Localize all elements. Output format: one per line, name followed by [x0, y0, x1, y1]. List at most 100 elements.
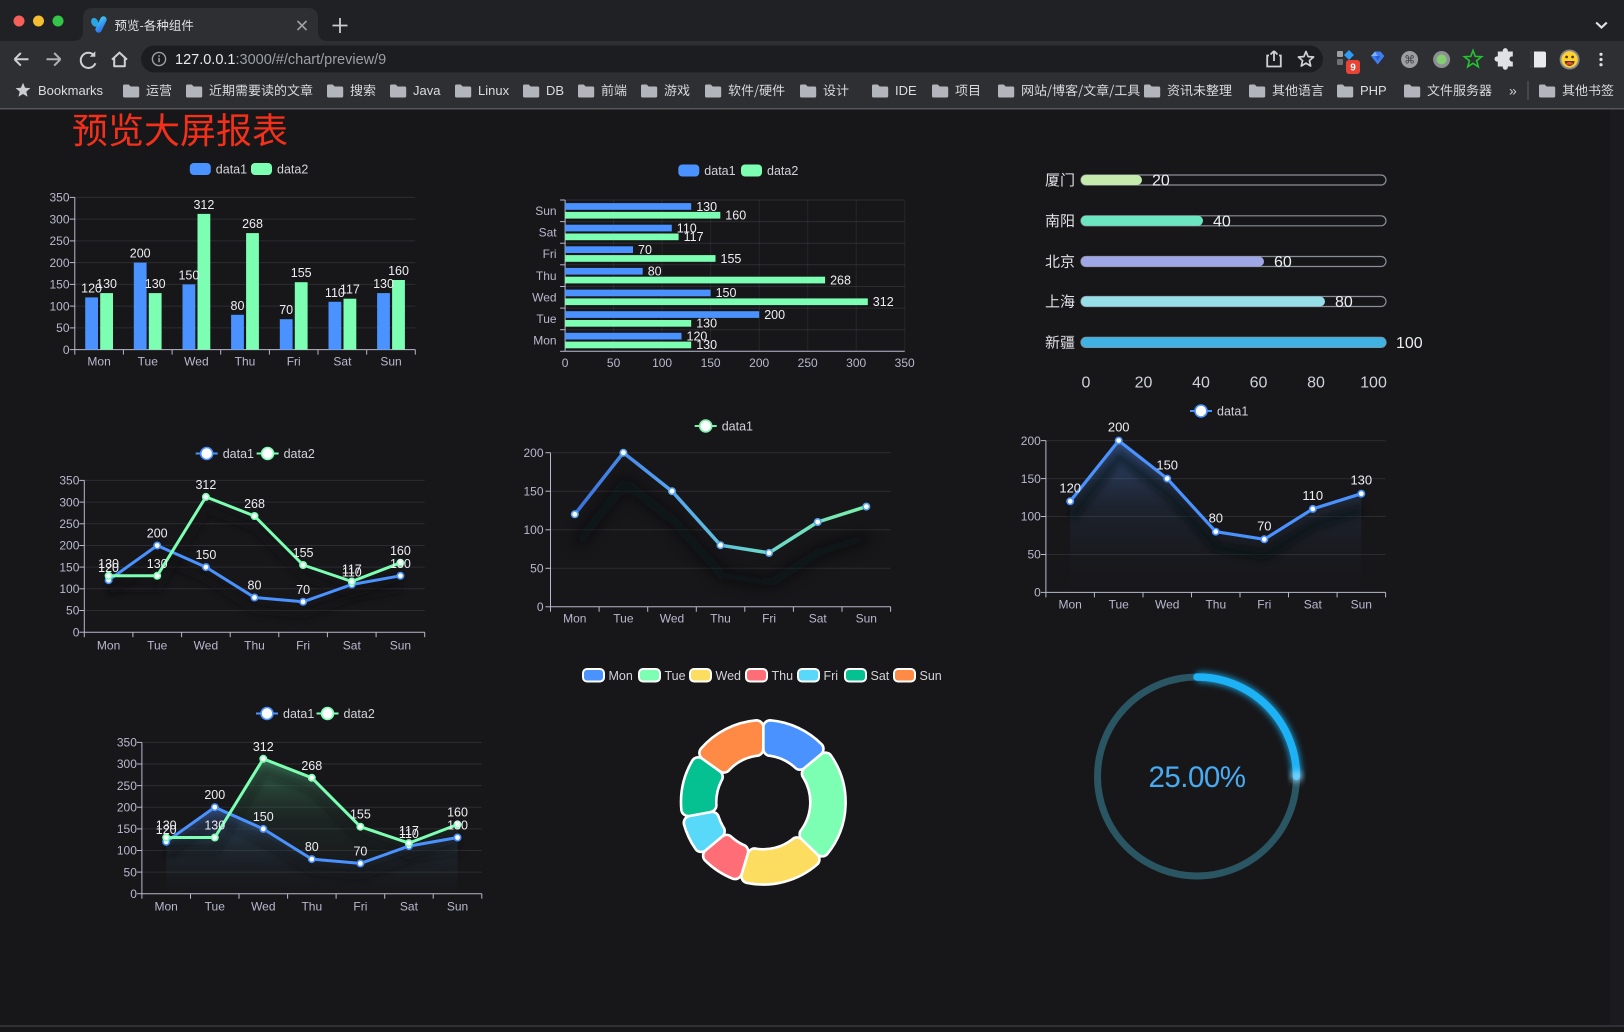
- svg-text:80: 80: [1209, 511, 1223, 526]
- svg-text:Mon: Mon: [97, 639, 120, 653]
- svg-text:312: 312: [873, 295, 894, 309]
- svg-text:Thu: Thu: [235, 355, 256, 369]
- svg-text:200: 200: [49, 256, 69, 270]
- svg-text:200: 200: [204, 788, 225, 802]
- svg-text:130: 130: [1350, 473, 1372, 488]
- svg-text:25.00%: 25.00%: [1148, 761, 1245, 794]
- svg-text:160: 160: [447, 806, 468, 820]
- svg-text:350: 350: [117, 736, 137, 750]
- svg-text:70: 70: [353, 844, 367, 858]
- svg-text:data1: data1: [283, 707, 314, 721]
- svg-text:PHP: PHP: [1360, 83, 1387, 98]
- svg-text:70: 70: [296, 583, 310, 597]
- svg-text:117: 117: [340, 283, 360, 297]
- svg-text:250: 250: [59, 517, 79, 531]
- svg-text:155: 155: [350, 808, 371, 822]
- svg-text:100: 100: [1021, 510, 1041, 524]
- svg-text:50: 50: [1027, 548, 1041, 562]
- svg-text:110: 110: [677, 221, 697, 235]
- svg-text:Sun: Sun: [380, 355, 401, 369]
- svg-text:data1: data1: [1217, 405, 1248, 419]
- svg-text:130: 130: [145, 277, 166, 291]
- svg-text:312: 312: [195, 478, 216, 492]
- svg-text:350: 350: [49, 191, 69, 205]
- svg-text:Tue: Tue: [613, 611, 634, 625]
- svg-text:150: 150: [716, 286, 737, 300]
- svg-text:80: 80: [248, 579, 262, 593]
- svg-text:60: 60: [1274, 254, 1292, 271]
- svg-text:data1: data1: [704, 164, 735, 178]
- svg-text:Fri: Fri: [762, 611, 776, 625]
- svg-text:Wed: Wed: [1155, 597, 1179, 611]
- svg-text:150: 150: [253, 810, 274, 824]
- svg-text:150: 150: [117, 822, 137, 836]
- svg-text:Wed: Wed: [184, 355, 208, 369]
- svg-text:350: 350: [59, 474, 79, 488]
- svg-text:Sun: Sun: [535, 204, 556, 218]
- svg-text:DB: DB: [546, 83, 564, 98]
- svg-text:50: 50: [56, 321, 70, 335]
- svg-text:⌘: ⌘: [1404, 55, 1415, 67]
- svg-text:Fri: Fri: [824, 669, 839, 683]
- svg-text:Java: Java: [413, 83, 441, 98]
- svg-text:Tue: Tue: [536, 312, 557, 326]
- svg-text:117: 117: [399, 824, 419, 838]
- svg-text:Sun: Sun: [390, 639, 411, 653]
- svg-text:130: 130: [373, 277, 394, 291]
- svg-text:200: 200: [749, 356, 769, 370]
- svg-text:80: 80: [1307, 375, 1325, 392]
- svg-text:Fri: Fri: [287, 355, 301, 369]
- svg-text:50: 50: [607, 356, 621, 370]
- svg-text:268: 268: [301, 759, 322, 773]
- svg-text:130: 130: [696, 338, 717, 352]
- svg-text:155: 155: [293, 546, 314, 560]
- svg-text:120: 120: [687, 329, 708, 343]
- svg-text:Thu: Thu: [244, 639, 265, 653]
- svg-text:130: 130: [96, 277, 117, 291]
- svg-text:160: 160: [388, 264, 409, 278]
- svg-text:100: 100: [523, 523, 543, 537]
- svg-text:200: 200: [147, 527, 168, 541]
- svg-text:Tue: Tue: [1109, 597, 1130, 611]
- svg-text:Thu: Thu: [772, 669, 794, 683]
- svg-text:0: 0: [537, 600, 544, 614]
- svg-text:Tue: Tue: [138, 355, 159, 369]
- svg-text:Wed: Wed: [194, 639, 218, 653]
- svg-text:20: 20: [1152, 173, 1170, 190]
- svg-text:0: 0: [130, 887, 137, 901]
- svg-text:IDE: IDE: [895, 83, 917, 98]
- svg-text:312: 312: [253, 740, 274, 754]
- svg-text:data1: data1: [223, 447, 254, 461]
- svg-text:Sat: Sat: [333, 355, 352, 369]
- svg-text:70: 70: [638, 243, 652, 257]
- svg-text:Sun: Sun: [447, 900, 468, 914]
- svg-text:Mon: Mon: [87, 355, 110, 369]
- svg-text:»: »: [1509, 83, 1517, 99]
- svg-text:Sat: Sat: [400, 900, 419, 914]
- svg-text:127.0.0.1:3000/#/chart/preview: 127.0.0.1:3000/#/chart/preview/9: [175, 52, 386, 68]
- svg-text:Thu: Thu: [710, 611, 731, 625]
- svg-text:Sun: Sun: [856, 611, 877, 625]
- svg-text:150: 150: [195, 548, 216, 562]
- svg-text:0: 0: [1034, 586, 1041, 600]
- svg-text:110: 110: [399, 827, 419, 841]
- svg-text:200: 200: [117, 800, 137, 814]
- svg-text:Linux: Linux: [478, 83, 510, 98]
- svg-text:160: 160: [725, 209, 746, 223]
- svg-text:300: 300: [117, 757, 137, 771]
- svg-text:100: 100: [1396, 335, 1423, 352]
- svg-text:130: 130: [156, 819, 177, 833]
- svg-text:Sun: Sun: [1351, 597, 1372, 611]
- svg-text:312: 312: [193, 198, 214, 212]
- svg-text:300: 300: [59, 495, 79, 509]
- svg-text:Fri: Fri: [296, 639, 310, 653]
- svg-text:Thu: Thu: [301, 900, 322, 914]
- svg-text:70: 70: [1257, 518, 1271, 533]
- svg-text:Sat: Sat: [1304, 597, 1323, 611]
- svg-text:250: 250: [49, 234, 69, 248]
- svg-text:250: 250: [798, 356, 818, 370]
- svg-text:Wed: Wed: [251, 900, 275, 914]
- svg-text:80: 80: [305, 840, 319, 854]
- svg-text:350: 350: [895, 356, 915, 370]
- svg-text:200: 200: [523, 446, 543, 460]
